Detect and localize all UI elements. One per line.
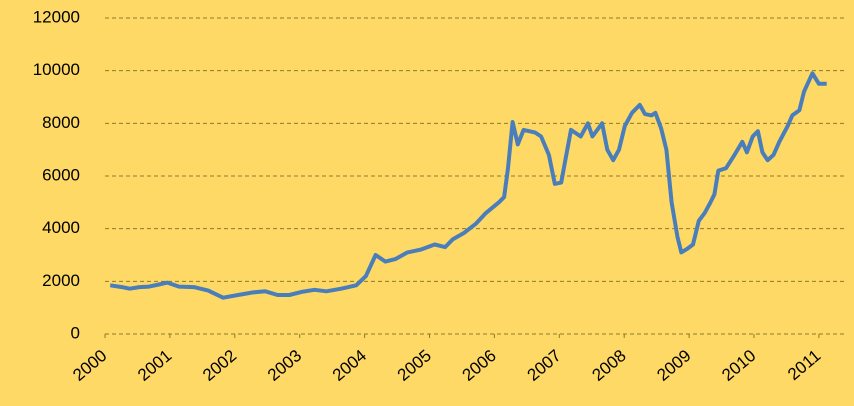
- x-tick-label: 2006: [459, 346, 500, 385]
- x-tick-label: 2008: [588, 346, 629, 385]
- x-tick-label: 2010: [718, 346, 759, 385]
- x-tick-label: 2009: [653, 346, 694, 385]
- x-tick-label: 2002: [199, 346, 240, 385]
- x-tick-label: 2005: [394, 346, 435, 385]
- x-tick-label: 2011: [784, 346, 824, 384]
- y-tick-label: 12000: [33, 7, 80, 26]
- y-tick-label: 10000: [33, 60, 80, 79]
- y-tick-label: 6000: [42, 165, 80, 184]
- x-tick-label: 2003: [264, 346, 305, 385]
- x-tick-label: 2000: [69, 346, 110, 385]
- x-tick-label: 2007: [524, 346, 565, 385]
- y-tick-label: 2000: [42, 271, 80, 290]
- y-tick-label: 4000: [42, 218, 80, 237]
- y-tick-label: 0: [71, 323, 80, 342]
- x-tick-label: 2004: [329, 346, 370, 385]
- y-tick-label: 8000: [42, 113, 80, 132]
- x-tick-label: 2001: [134, 346, 175, 385]
- data-line: [109, 71, 827, 300]
